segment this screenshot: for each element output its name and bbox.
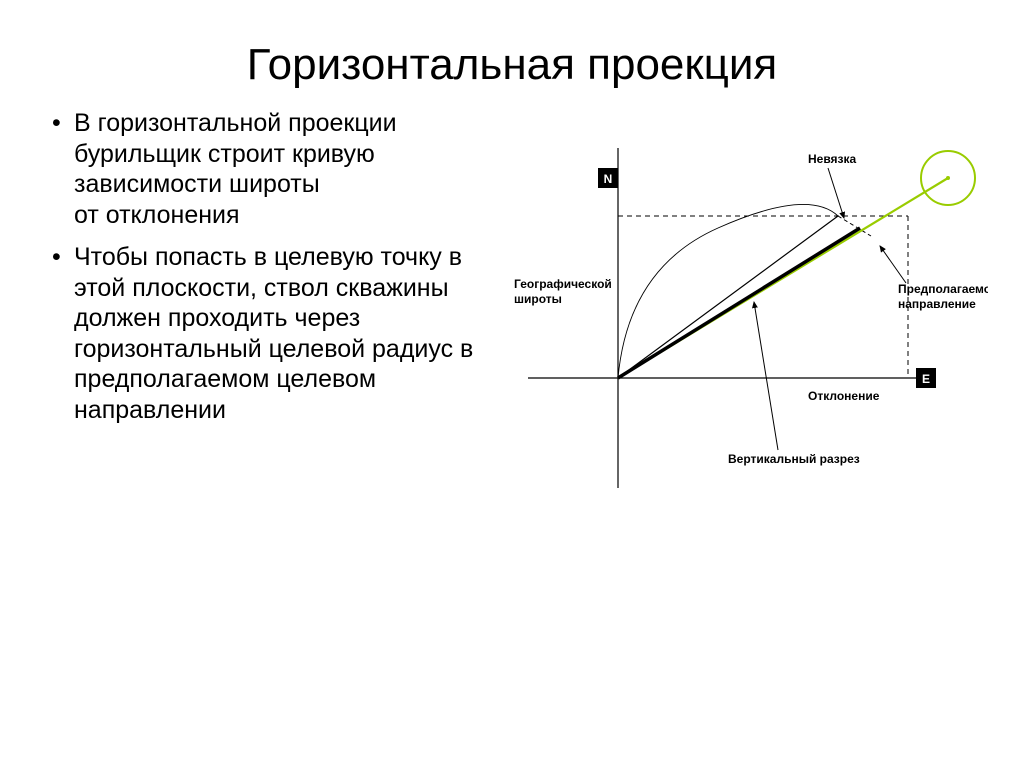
east-label: E bbox=[922, 372, 930, 386]
vertical-section-line bbox=[618, 228, 860, 378]
north-label: N bbox=[604, 172, 613, 186]
misclosure-label: Невязка bbox=[808, 152, 857, 166]
vertical-section-label: Вертикальный разрез bbox=[728, 452, 860, 466]
list-item: Чтобы попасть в целевую точку в этой пло… bbox=[48, 242, 488, 425]
slide: Горизонтальная проекция В горизонтальной… bbox=[0, 0, 1024, 767]
proposed-label-1: Предполагаемое bbox=[898, 282, 988, 296]
departure-label: Отклонение bbox=[808, 389, 880, 403]
content-columns: В горизонтальной проекции бурильщик стро… bbox=[48, 108, 976, 533]
vertical-section-arrow bbox=[754, 302, 778, 450]
proposed-arrow bbox=[880, 246, 906, 283]
bullet-list: В горизонтальной проекции бурильщик стро… bbox=[48, 108, 488, 425]
text-column: В горизонтальной проекции бурильщик стро… bbox=[48, 108, 488, 533]
proposed-label-2: направление bbox=[898, 297, 976, 311]
slide-title: Горизонтальная проекция bbox=[48, 40, 976, 90]
target-center-dot bbox=[946, 176, 950, 180]
closure-line bbox=[618, 216, 838, 378]
list-item: В горизонтальной проекции бурильщик стро… bbox=[48, 108, 488, 230]
diagram-column: N E Невязка bbox=[508, 108, 988, 533]
projection-diagram: N E Невязка bbox=[508, 108, 988, 528]
latitude-label-1: Географической bbox=[514, 277, 612, 291]
latitude-label-2: широты bbox=[514, 292, 562, 306]
well-curve bbox=[618, 204, 838, 378]
